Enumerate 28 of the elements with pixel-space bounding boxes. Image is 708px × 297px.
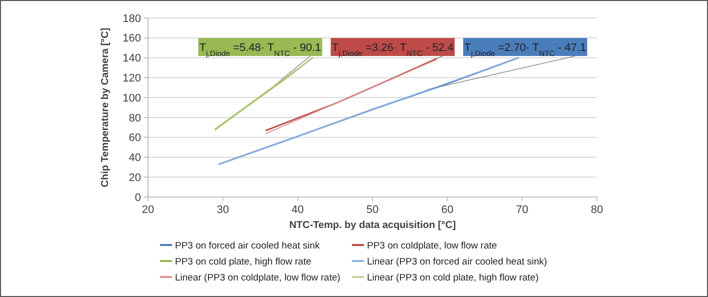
- legend-label: Linear (PP3 on forced air cooled heat sink): [367, 256, 548, 268]
- y-tick-label: 20: [128, 172, 141, 184]
- x-axis-title: NTC-Temp. by data acquisition [°C]: [289, 220, 456, 231]
- x-tick-label: 40: [292, 204, 304, 216]
- y-tick-label: 160: [122, 32, 141, 45]
- legend-label: Linear (PP3 on cold plate, high flow rate): [367, 272, 539, 284]
- legend-label: PP3 on forced air cooled heat sink: [175, 240, 320, 252]
- annotation: T$_{j,Diode}$ =2.70· T$_{NTC}$ - 47.1: [464, 42, 586, 58]
- legend-label: PP3 on cold plate, high flow rate: [175, 256, 312, 268]
- y-axis-title: Chip Temperature by Camera [°C]: [100, 28, 111, 188]
- x-tick-label: 70: [516, 204, 528, 216]
- x-tick-label: 30: [216, 204, 229, 216]
- y-tick-label: 0: [134, 192, 141, 204]
- y-tick-label: 140: [122, 52, 141, 65]
- y-tick-label: 40: [128, 152, 141, 164]
- legend-label: PP3 on coldplate, low flow rate: [367, 240, 497, 252]
- y-tick-label: 80: [128, 112, 141, 124]
- legend-label: Linear (PP3 on coldplate, low flow rate): [175, 272, 340, 284]
- y-tick-label: 60: [128, 132, 141, 144]
- y-tick-label: 120: [122, 72, 141, 85]
- annotation: T$_{j,Diode}$ =5.48· T$_{NTC}$ - 90.1: [199, 42, 322, 58]
- y-tick-label: 100: [122, 92, 141, 104]
- x-tick-label: 50: [366, 204, 379, 216]
- annotation: T$_{j,Diode}$ =3.26· T$_{NTC}$ - 52.4: [332, 42, 454, 58]
- x-tick-label: 20: [142, 204, 154, 216]
- x-tick-label: 60: [441, 204, 454, 216]
- y-tick-label: 180: [122, 12, 141, 25]
- x-tick-label: 80: [590, 204, 604, 216]
